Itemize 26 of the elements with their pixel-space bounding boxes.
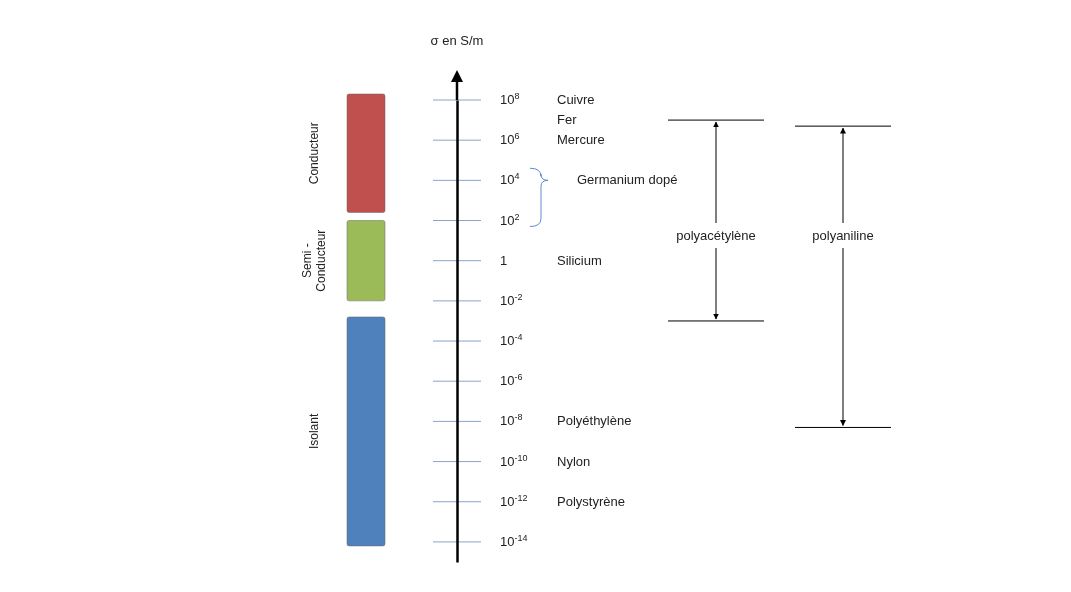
x-tick-label: polyacétylène [676,228,756,243]
y-tick-label: 10$^{-2}$ [500,291,523,308]
y-tick-label: 10$^{4}$ [500,171,520,188]
text: Conducteur [307,122,321,185]
y-tick-label: 10$^{-14}$ [500,532,528,549]
text: Polyéthylène [557,413,632,429]
text: Polystyrène [557,493,625,509]
y-tick-label: 10$^{6}$ [500,131,520,148]
y-tick-label: 1 [500,252,508,268]
text: Nylon [557,453,591,469]
x-tick-label: polyaniline [812,228,874,243]
text: Semi - Conducteur [300,229,328,292]
text: Silicium [557,252,602,268]
y-tick-label: 10$^{-6}$ [500,372,523,389]
text: Isolant [307,413,321,450]
y-tick-label: 10$^{8}$ [500,91,520,107]
y-tick-label: 10$^{-8}$ [500,412,523,429]
text: Fer [557,112,578,128]
y-axis-title: σ en S/m [430,33,484,48]
y-tick-label: 10$^{2}$ [500,211,520,228]
y-tick-label: 10$^{-4}$ [500,332,523,349]
annotation: Germanium dopé [577,172,678,188]
text: Cuivre [557,92,595,107]
y-tick-label: 10$^{-12}$ [500,492,528,509]
y-tick-label: 10$^{-10}$ [500,452,528,469]
text: Mercure [557,132,605,148]
